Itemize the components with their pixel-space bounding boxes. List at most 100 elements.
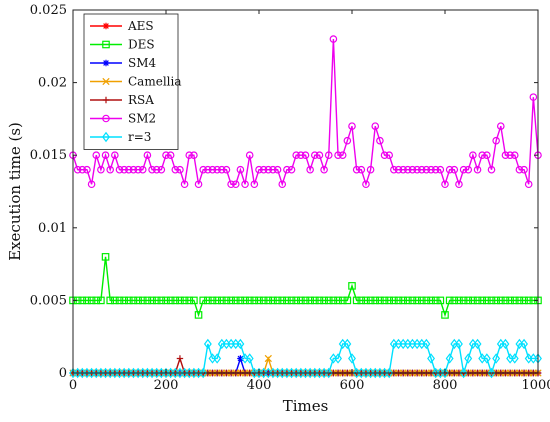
data-point xyxy=(176,165,184,174)
data-point xyxy=(422,296,431,305)
data-point xyxy=(515,296,524,305)
data-point xyxy=(297,296,305,305)
x-tick-label: 600 xyxy=(340,378,365,393)
data-point xyxy=(87,296,96,305)
data-point xyxy=(427,353,436,364)
data-point xyxy=(143,151,152,160)
data-point xyxy=(152,165,161,174)
data-point xyxy=(162,151,170,160)
data-point xyxy=(348,353,356,364)
data-point xyxy=(380,151,389,160)
data-point xyxy=(464,165,473,174)
data-point xyxy=(87,180,96,189)
data-point xyxy=(176,296,184,305)
data-point xyxy=(259,165,268,174)
data-point xyxy=(311,296,319,305)
data-point xyxy=(278,296,287,305)
data-point xyxy=(102,131,110,143)
data-point xyxy=(506,151,514,160)
data-point xyxy=(218,296,226,305)
data-point xyxy=(102,114,110,123)
data-point xyxy=(394,296,403,305)
data-point xyxy=(404,296,412,305)
data-point xyxy=(422,338,431,350)
data-point xyxy=(459,165,468,174)
data-point xyxy=(487,367,496,379)
data-point xyxy=(510,353,519,364)
data-point xyxy=(199,165,208,174)
data-point xyxy=(83,165,91,174)
data-point xyxy=(487,296,496,305)
data-point xyxy=(324,296,333,305)
data-point xyxy=(334,296,342,305)
legend-item: RSA xyxy=(90,93,154,107)
y-tick-label: 0.02 xyxy=(38,76,67,91)
legend-label: RSA xyxy=(128,93,154,107)
data-point xyxy=(459,296,468,305)
data-point xyxy=(306,296,314,305)
data-point xyxy=(431,296,440,305)
data-point xyxy=(245,296,254,305)
data-point xyxy=(287,296,296,305)
data-point xyxy=(241,296,249,305)
x-tick-label: 0 xyxy=(69,378,77,393)
data-point xyxy=(469,151,477,160)
data-point xyxy=(231,296,240,305)
data-point xyxy=(436,165,445,174)
data-point xyxy=(454,338,463,350)
data-point xyxy=(524,296,533,305)
data-point xyxy=(357,296,366,305)
y-tick-label: 0 xyxy=(59,366,67,381)
data-point xyxy=(315,296,324,305)
data-point xyxy=(343,338,352,350)
data-point xyxy=(148,296,156,305)
data-point xyxy=(366,296,375,305)
data-point xyxy=(348,122,356,130)
data-point xyxy=(352,296,361,305)
data-point xyxy=(134,296,142,305)
data-point xyxy=(134,165,142,174)
data-point xyxy=(492,296,500,305)
data-point xyxy=(431,165,440,174)
data-point xyxy=(176,355,184,362)
data-point xyxy=(441,367,449,379)
data-point xyxy=(115,296,124,305)
data-point xyxy=(208,165,217,174)
data-point xyxy=(385,367,394,379)
data-point xyxy=(92,296,101,305)
data-point xyxy=(464,296,473,305)
data-point xyxy=(445,353,454,364)
data-point xyxy=(194,311,203,319)
data-point xyxy=(427,165,435,174)
x-axis-label: Times xyxy=(283,397,329,415)
data-point xyxy=(115,165,124,174)
data-point xyxy=(390,165,398,174)
data-point xyxy=(366,165,375,174)
data-point xyxy=(203,338,212,350)
data-point xyxy=(417,296,426,305)
legend-item: SM2 xyxy=(90,112,156,126)
data-point xyxy=(255,165,263,174)
data-point xyxy=(245,353,254,364)
data-point xyxy=(102,77,110,86)
data-point xyxy=(422,165,431,174)
data-point xyxy=(371,296,380,305)
series-line xyxy=(73,256,538,318)
data-point xyxy=(306,165,314,174)
data-point xyxy=(376,296,384,305)
data-point xyxy=(213,165,221,174)
data-point xyxy=(510,151,519,160)
data-point xyxy=(199,296,208,305)
data-point xyxy=(301,151,310,160)
data-point xyxy=(329,296,338,305)
data-point xyxy=(180,296,189,305)
data-point xyxy=(473,296,482,305)
series-des xyxy=(69,253,542,319)
legend-label: DES xyxy=(128,38,155,52)
y-axis-label: Execution time (s) xyxy=(6,122,24,261)
data-point xyxy=(497,296,505,305)
data-point xyxy=(483,151,491,160)
data-point xyxy=(459,367,468,379)
data-point xyxy=(102,59,110,67)
